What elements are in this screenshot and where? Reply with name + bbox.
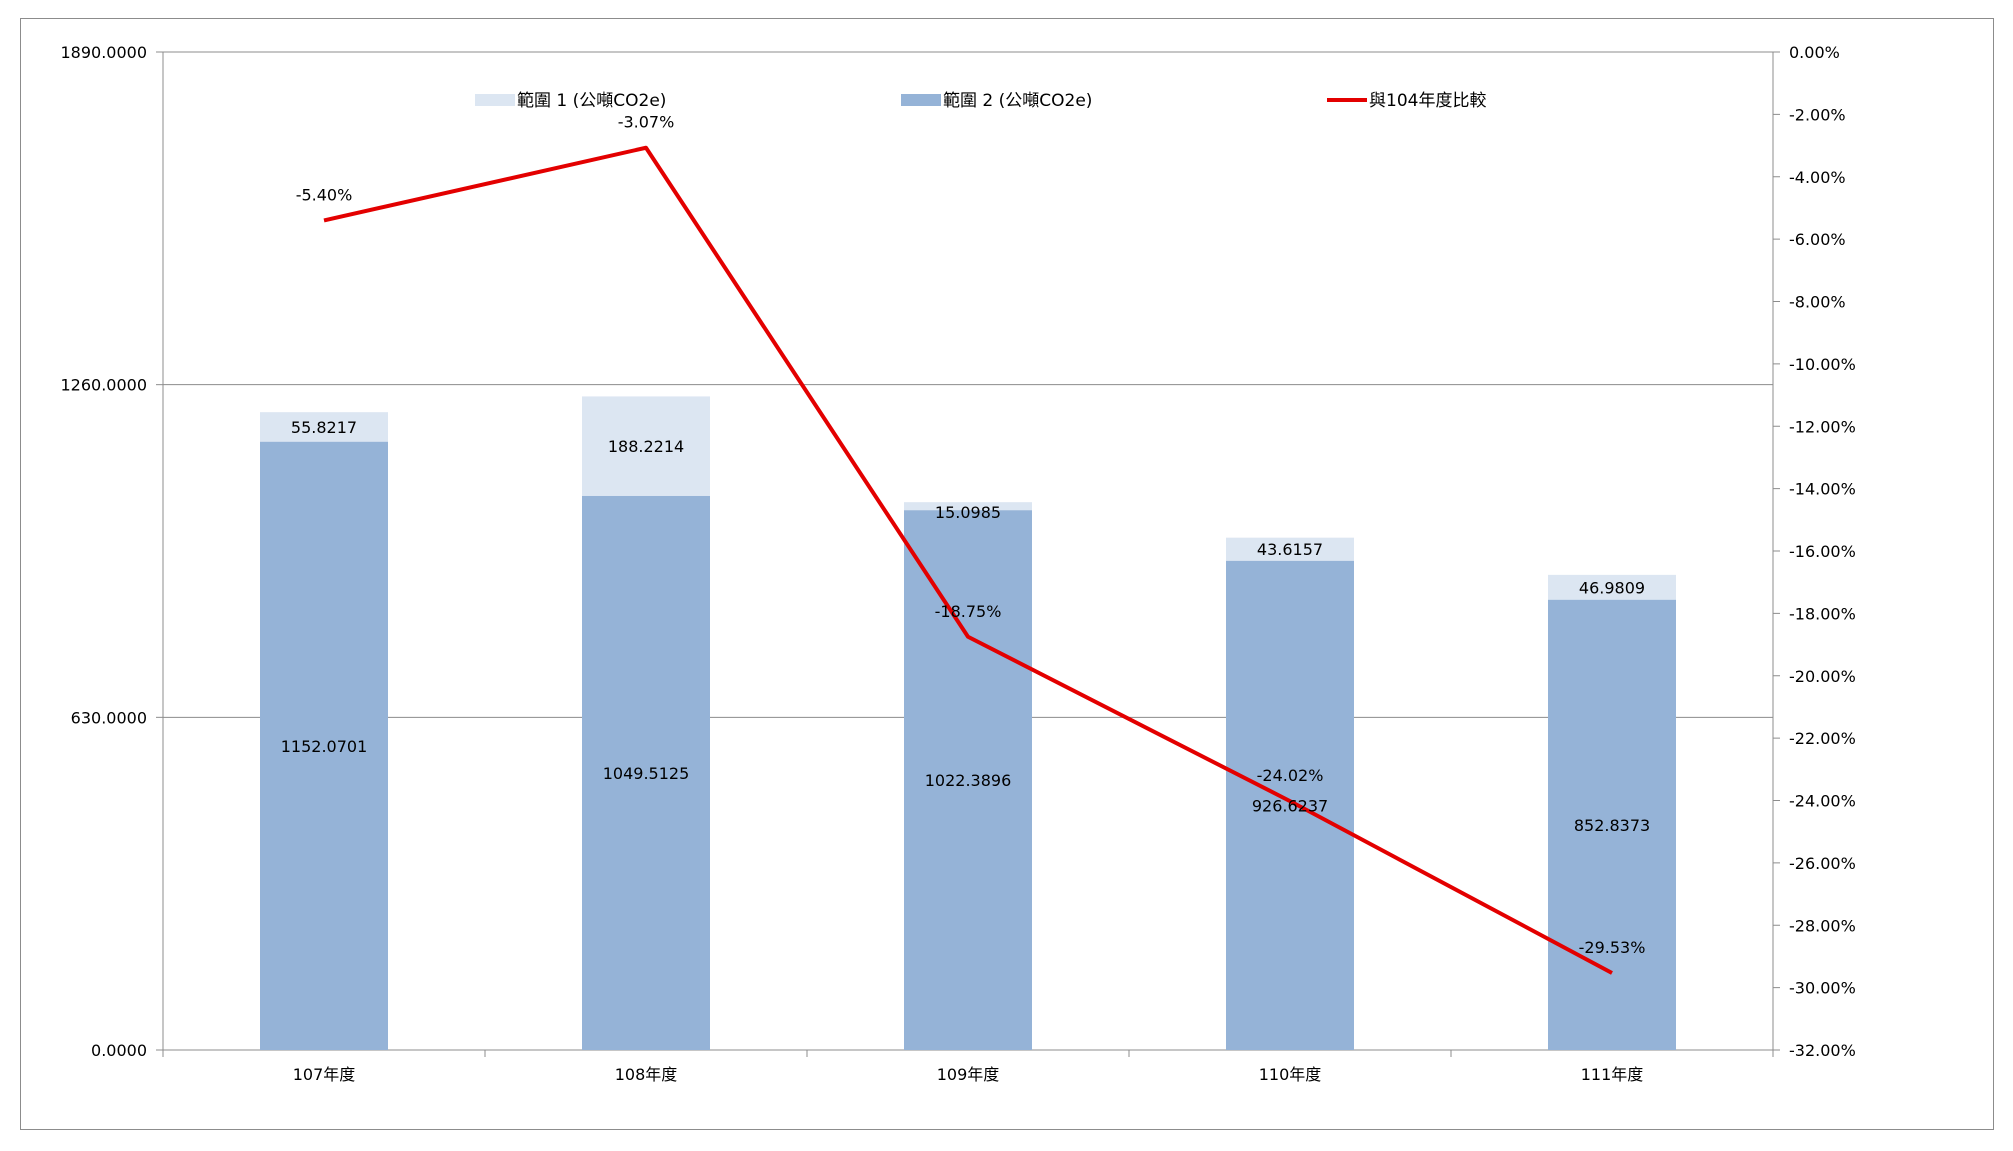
x-tick-label: 107年度 (293, 1065, 356, 1084)
x-tick-label: 109年度 (937, 1065, 1000, 1084)
y-right-tick-label: -18.00% (1789, 604, 1856, 623)
bar-scope2 (1548, 599, 1676, 1050)
bar-scope1-label: 188.2214 (608, 437, 684, 456)
y-right-tick-label: -32.00% (1789, 1041, 1856, 1060)
legend-swatch (901, 94, 941, 106)
bar-scope1 (260, 412, 388, 442)
y-right-tick-label: -2.00% (1789, 105, 1846, 124)
bar-scope2-label: 926.6237 (1252, 796, 1328, 815)
bar-scope2 (582, 495, 710, 1050)
y-right-tick-label: -30.00% (1789, 979, 1856, 998)
bar-scope2-label: 1022.3896 (925, 771, 1012, 790)
bar-scope1 (1548, 574, 1676, 600)
x-tick-label: 111年度 (1581, 1065, 1644, 1084)
y-right-tick-label: -8.00% (1789, 293, 1846, 312)
y-right-tick-label: -6.00% (1789, 230, 1846, 249)
y-right-tick-label: -14.00% (1789, 480, 1856, 499)
bar-scope2-label: 1152.0701 (281, 737, 368, 756)
legend: 範圍 1 (公噸CO2e) 範圍 2 (公噸CO2e) 與104年度比較 (475, 91, 1486, 111)
bar-scope2 (904, 510, 1032, 1050)
bar-scope1 (1226, 537, 1354, 561)
axes: 0.0000 630.0000 1260.0000 1890.0000 0.00% -2.… (60, 43, 1855, 1084)
y-right-tick-label: -16.00% (1789, 542, 1856, 561)
x-tick-label: 110年度 (1259, 1065, 1322, 1084)
legend-label: 與104年度比較 (1369, 91, 1486, 111)
bar-scope2 (260, 441, 388, 1051)
y-right-tick-label: -26.00% (1789, 854, 1856, 873)
bar-scope1 (904, 502, 1032, 511)
bar-scope1-label: 55.8217 (291, 418, 357, 437)
line-series (323, 145, 1613, 975)
y-right-tick-label: -4.00% (1789, 168, 1846, 187)
bar-scope2 (1226, 560, 1354, 1050)
y-left-tick-label: 1260.0000 (60, 376, 147, 395)
combo-chart: 0.0000 630.0000 1260.0000 1890.0000 0.00% -2.… (60, 43, 1855, 1084)
chart-frame: 0.0000 630.0000 1260.0000 1890.0000 0.00% -2.… (20, 18, 1994, 1130)
legend-label: 範圍 2 (公噸CO2e) (943, 91, 1092, 111)
bar-scope2-label: 852.8373 (1574, 816, 1650, 835)
bar-scope1-label: 15.0985 (935, 503, 1001, 522)
bar-scope1-label: 43.6157 (1257, 540, 1323, 559)
line-point-label: -29.53% (1579, 938, 1646, 957)
legend-label: 範圍 1 (公噸CO2e) (517, 91, 666, 111)
bar-scope1-label: 46.9809 (1579, 578, 1645, 597)
x-tick-label: 108年度 (615, 1065, 678, 1084)
y-right-tick-label: 0.00% (1789, 43, 1840, 62)
y-right-tick-label: -20.00% (1789, 667, 1856, 686)
line-point-label: -5.40% (296, 185, 353, 204)
bars (260, 396, 1676, 1051)
legend-swatch (475, 94, 515, 106)
y-right-tick-label: -24.00% (1789, 792, 1856, 811)
y-left-tick-label: 630.0000 (71, 708, 147, 727)
y-left-tick-label: 0.0000 (91, 1041, 147, 1060)
bar-scope1 (582, 396, 710, 496)
y-right-tick-label: -10.00% (1789, 355, 1856, 374)
line-point-label: -18.75% (935, 602, 1002, 621)
line-point-label: -24.02% (1257, 766, 1324, 785)
y-right-tick-label: -22.00% (1789, 729, 1856, 748)
bar-scope2-label: 1049.5125 (603, 764, 690, 783)
line-point-label: -3.07% (618, 113, 675, 132)
y-left-tick-label: 1890.0000 (60, 43, 147, 62)
data-labels: 1152.0701 55.8217 1049.5125 188.2214 1022.38… (281, 113, 1650, 957)
y-right-tick-label: -12.00% (1789, 417, 1856, 436)
y-right-tick-label: -28.00% (1789, 916, 1856, 935)
